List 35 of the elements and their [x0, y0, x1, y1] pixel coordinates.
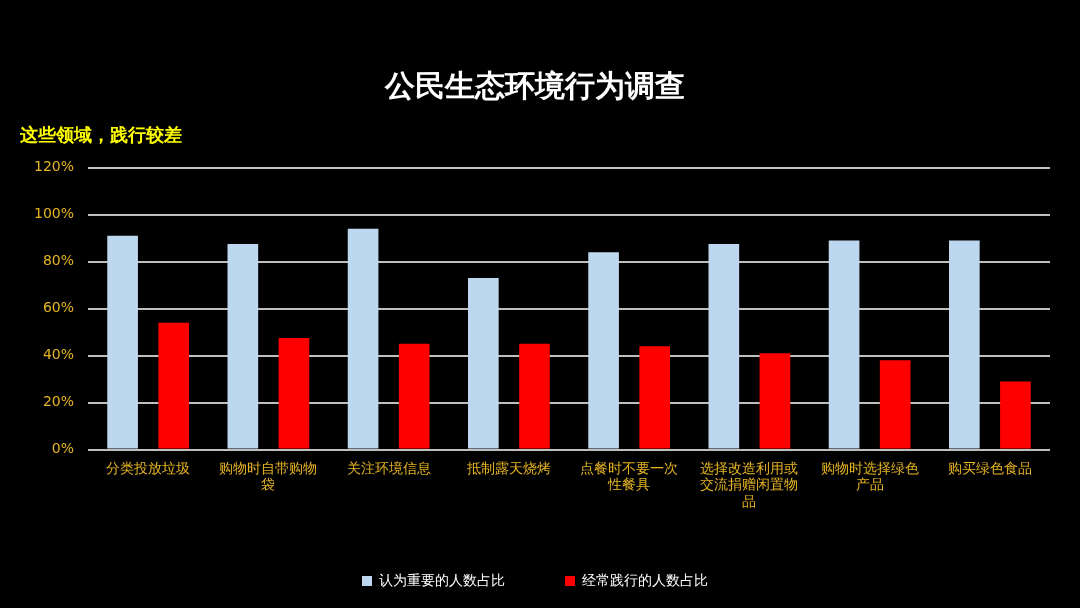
bar [398, 343, 430, 449]
bar [948, 240, 980, 449]
bar [759, 353, 791, 449]
x-tick-label: 购物时选择绿色产品 [820, 459, 919, 493]
bar [879, 360, 911, 449]
bar [519, 343, 550, 449]
x-tick-label: 分类投放垃圾 [106, 459, 191, 476]
x-tick-label: 关注环境信息 [346, 459, 431, 476]
x-tick-label: 点餐时不要一次性餐具 [580, 459, 679, 493]
bar [828, 240, 860, 449]
bar [639, 346, 671, 449]
y-tick-label: 100% [33, 205, 75, 222]
chart-subtitle: 这些领域，践行较差 [19, 124, 182, 146]
bar [468, 278, 499, 449]
legend-label: 认为重要的人数占比 [379, 571, 505, 588]
legend-label: 经常践行的人数占比 [582, 571, 708, 588]
bar [708, 243, 740, 449]
y-tick-label: 120% [33, 158, 75, 175]
y-tick-label: 20% [42, 393, 75, 410]
bar [158, 322, 190, 449]
bar [227, 243, 259, 449]
bar [1000, 381, 1031, 449]
bar [588, 252, 619, 449]
bar [278, 337, 310, 449]
x-tick-label: 购物时自带购物袋 [219, 459, 318, 493]
x-tick-label: 抵制露天烧烤 [465, 459, 551, 476]
y-tick-label: 0% [51, 440, 75, 457]
x-tick-label: 选择改造利用或交流捐赠闲置物品 [700, 459, 799, 510]
y-tick-label: 80% [42, 252, 75, 269]
chart-title: 公民生态环境行为调查 [384, 67, 685, 103]
bar [107, 235, 138, 449]
bar [347, 228, 379, 449]
x-tick-label: 购买绿色食品 [947, 459, 1032, 476]
y-tick-label: 60% [42, 299, 75, 316]
y-tick-label: 40% [42, 346, 75, 363]
